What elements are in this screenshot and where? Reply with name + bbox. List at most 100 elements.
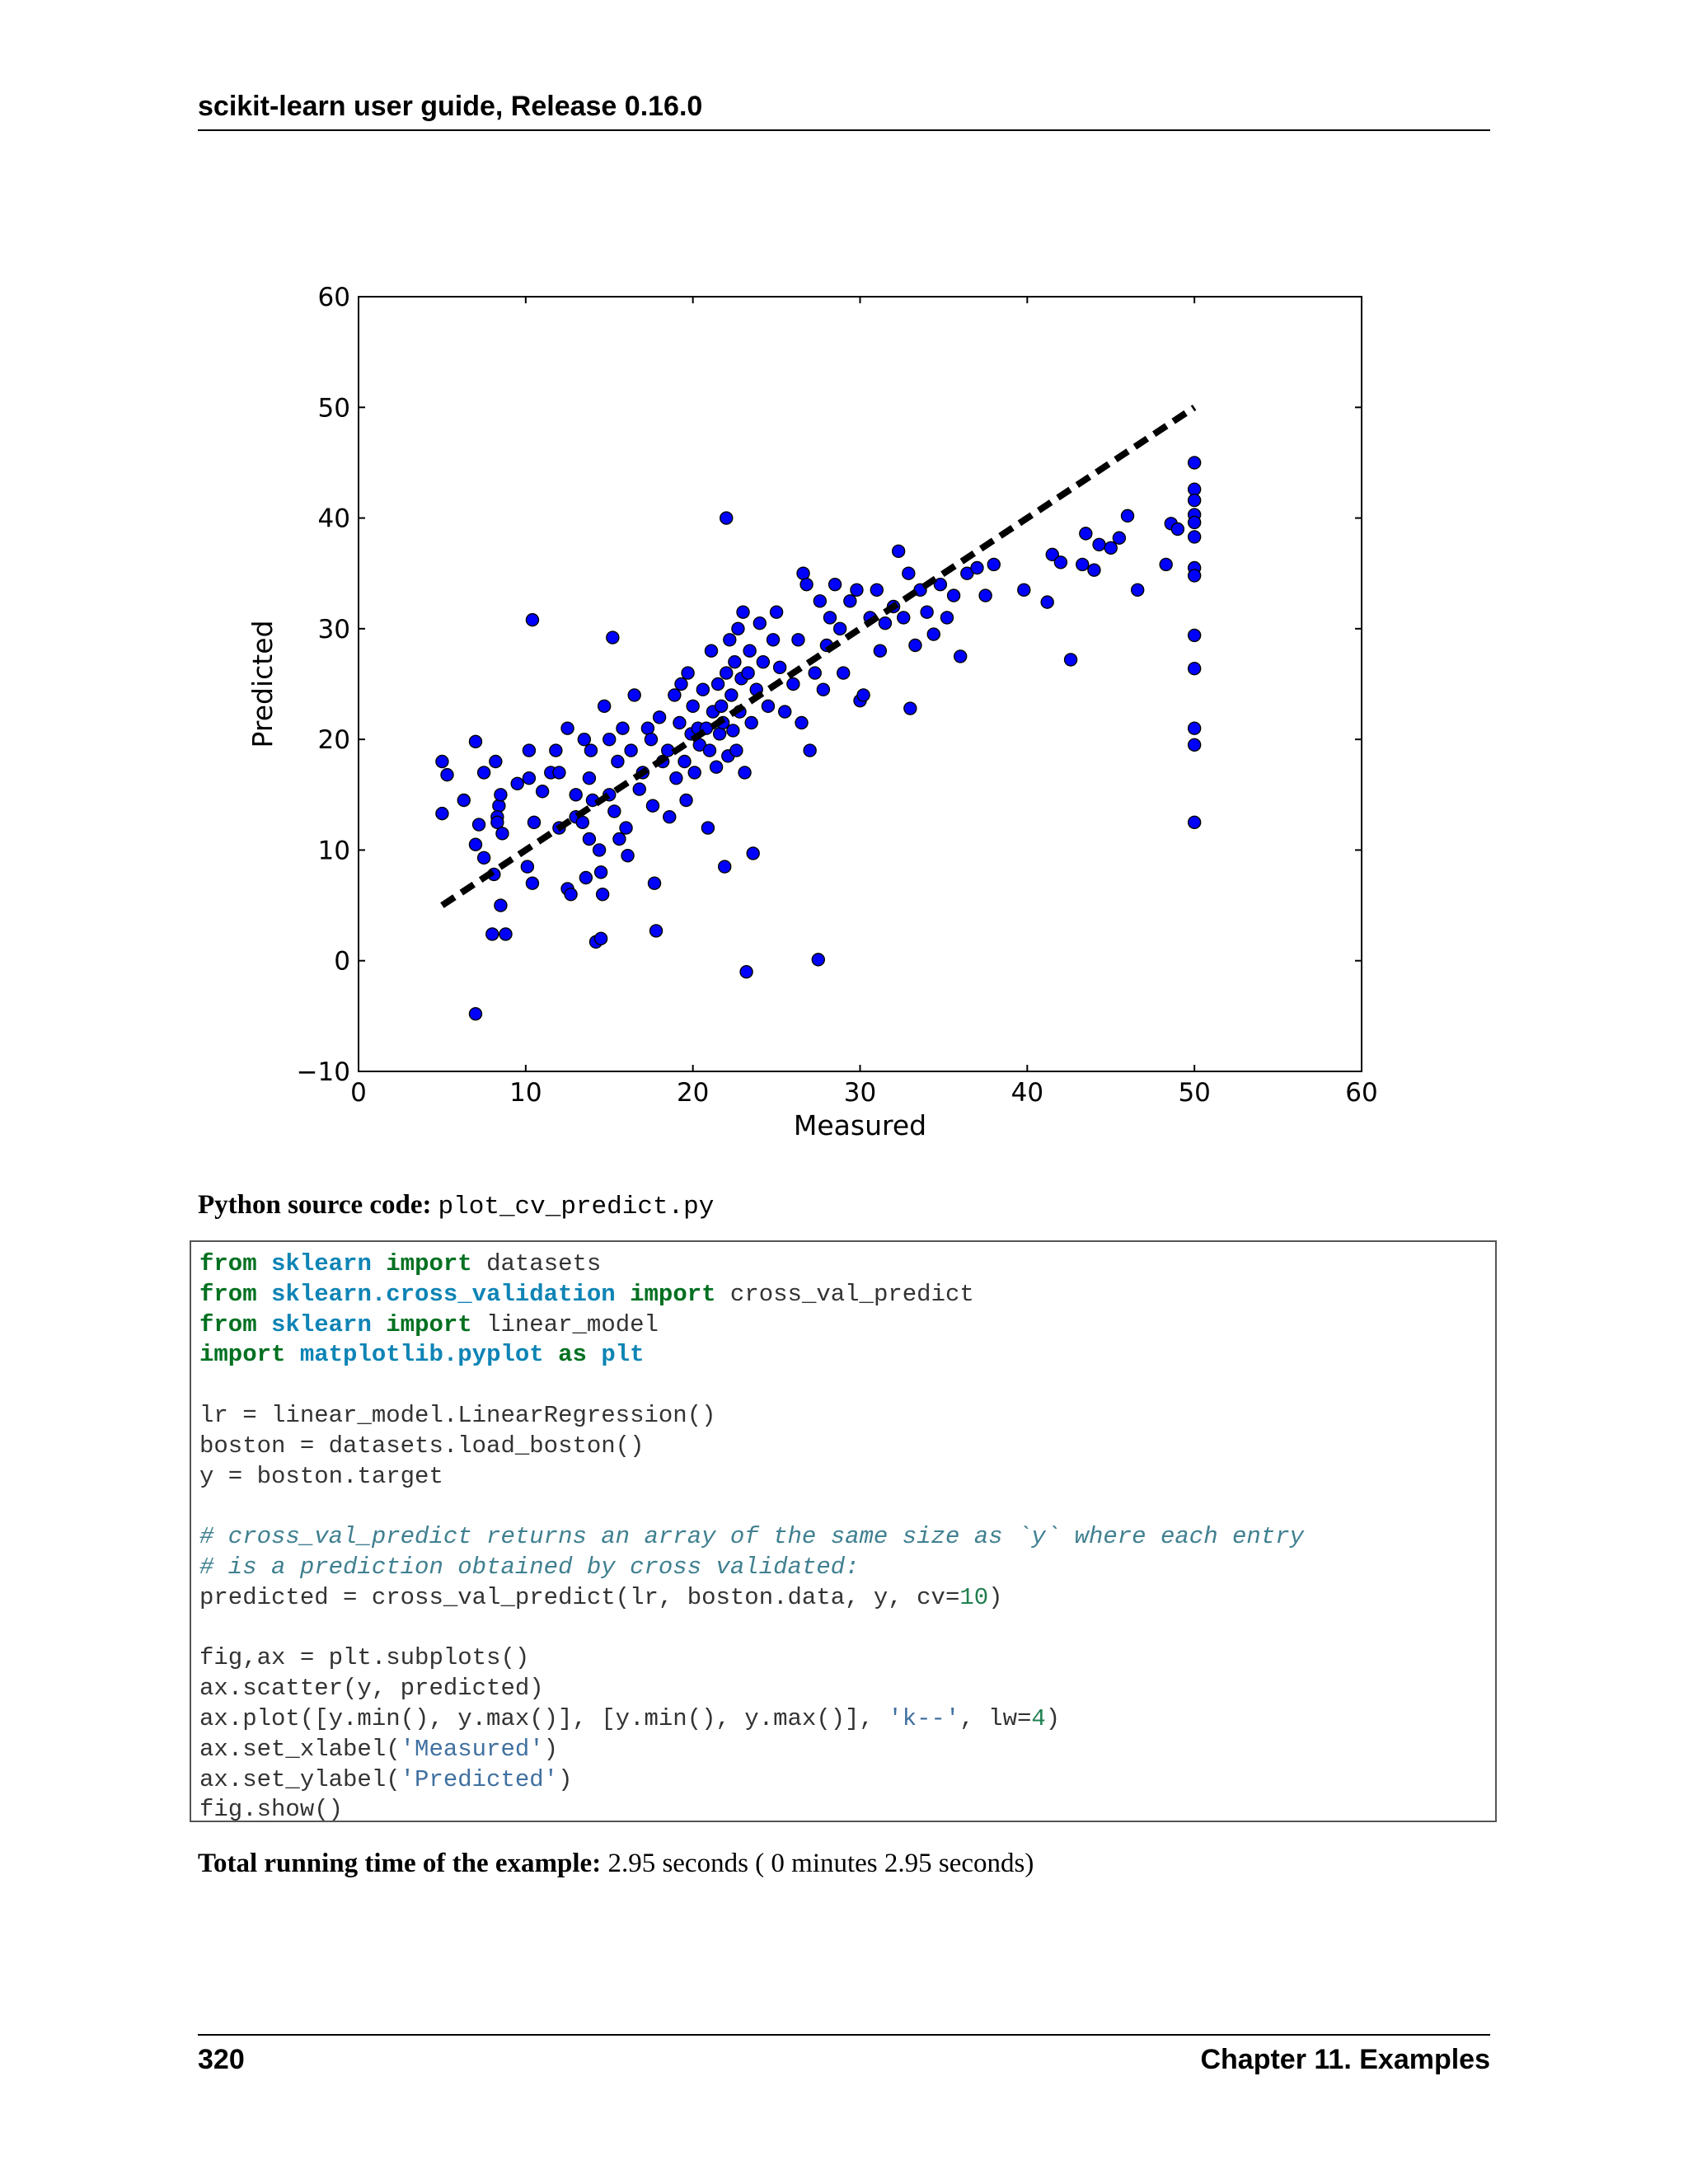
scatter-point xyxy=(940,611,954,625)
scatter-point xyxy=(1076,557,1090,572)
y-tick-label: 30 xyxy=(318,615,350,644)
scatter-point xyxy=(743,644,757,658)
scatter-point xyxy=(843,594,857,608)
scatter-point xyxy=(673,715,687,730)
code-token: fig,ax = plt.subplots() xyxy=(199,1644,530,1672)
chapter-title: Chapter 11. Examples xyxy=(1200,2044,1490,2075)
scatter-point xyxy=(828,577,842,592)
scatter-point xyxy=(738,766,752,780)
scatter-point xyxy=(687,766,701,780)
code-line: boston = datasets.load_boston() xyxy=(199,1432,1495,1462)
scatter-point xyxy=(1187,456,1202,470)
code-token: import xyxy=(199,1341,286,1369)
scatter-point xyxy=(1170,522,1185,537)
scatter-point xyxy=(616,721,630,735)
axes-frame xyxy=(358,296,1362,1072)
scatter-point xyxy=(795,715,809,730)
scatter-point xyxy=(607,804,621,818)
scatter-point xyxy=(796,566,810,580)
x-tick-label: 40 xyxy=(1011,1078,1043,1108)
code-token: lr = linear_model.LinearRegression() xyxy=(199,1401,716,1429)
scatter-point xyxy=(549,743,563,757)
scatter-point xyxy=(741,666,755,680)
code-token: matplotlib.pyplot xyxy=(299,1341,544,1369)
code-token: ax.set_ylabel( xyxy=(199,1765,401,1793)
code-line: from sklearn.cross_validation import cro… xyxy=(199,1280,1495,1310)
code-token: boston = datasets.load_boston() xyxy=(199,1432,645,1460)
scatter-point xyxy=(468,734,483,749)
scatter-point xyxy=(813,594,828,608)
y-tick-label: 20 xyxy=(318,725,350,755)
scatter-point xyxy=(1053,555,1068,569)
scatter-point xyxy=(811,953,825,967)
code-line: # is a prediction obtained by cross vali… xyxy=(199,1553,1495,1583)
scatter-point xyxy=(1131,583,1145,598)
scatter-point xyxy=(753,616,767,630)
scatter-point xyxy=(823,611,837,625)
scatter-point xyxy=(970,560,984,575)
scatter-point xyxy=(908,638,922,653)
scatter-point xyxy=(679,793,693,808)
scatter-point xyxy=(1187,569,1202,583)
code-line xyxy=(199,1492,1495,1522)
scatter-point xyxy=(645,799,660,813)
code-token: 10 xyxy=(959,1583,989,1611)
scatter-point xyxy=(499,927,513,941)
scatter-point xyxy=(1187,815,1202,830)
scatter-point xyxy=(1087,563,1101,577)
scatter-point xyxy=(712,727,727,741)
scatter-point xyxy=(492,799,506,813)
code-token xyxy=(285,1341,299,1368)
code-line xyxy=(199,1371,1495,1401)
code-token xyxy=(257,1250,271,1277)
scatter-point xyxy=(535,785,550,799)
scatter-point xyxy=(1092,537,1106,551)
scatter-point xyxy=(435,806,449,821)
code-token: 4 xyxy=(1031,1704,1046,1732)
running-time-line: Total running time of the example: 2.95 … xyxy=(198,1849,1490,1879)
scatter-point xyxy=(678,754,692,769)
scatter-point xyxy=(476,851,491,865)
x-tick-label: 50 xyxy=(1178,1078,1210,1108)
scatter-point xyxy=(761,699,776,714)
scatter-point xyxy=(772,660,787,675)
scatter-point xyxy=(647,876,662,890)
code-line: # cross_val_predict returns an array of … xyxy=(199,1522,1495,1553)
scatter-point xyxy=(769,605,784,619)
header-rule xyxy=(198,129,1490,131)
scatter-point xyxy=(468,1006,483,1021)
scatter-point xyxy=(728,654,742,669)
code-token xyxy=(372,1311,386,1338)
scatter-point xyxy=(593,865,608,879)
scatter-point xyxy=(584,743,598,757)
scatter-point xyxy=(726,724,740,738)
y-tick-label: 40 xyxy=(318,504,350,534)
scatter-point xyxy=(723,633,737,647)
code-token: import xyxy=(630,1280,716,1308)
scatter-point xyxy=(832,621,847,636)
scatter-point xyxy=(686,699,700,714)
scatter-point xyxy=(510,776,524,791)
scatter-point xyxy=(597,699,612,714)
code-line: ax.set_ylabel('Predicted') xyxy=(199,1765,1495,1796)
scatter-point xyxy=(632,782,646,796)
source-filename-link[interactable]: plot_cv_predict.py xyxy=(438,1193,715,1221)
code-line: ax.plot([y.min(), y.max()], [y.min(), y.… xyxy=(199,1704,1495,1735)
code-token: 'Predicted' xyxy=(400,1765,559,1793)
code-line: import matplotlib.pyplot as plt xyxy=(199,1340,1495,1371)
scatter-point xyxy=(870,583,884,598)
code-line: fig,ax = plt.subplots() xyxy=(199,1643,1495,1674)
scatter-point xyxy=(791,633,805,647)
scatter-point xyxy=(746,846,760,860)
code-token: cross_val_predict xyxy=(715,1280,974,1308)
code-token: ) xyxy=(988,1583,1003,1611)
code-token xyxy=(372,1250,386,1277)
code-token: ) xyxy=(543,1735,559,1763)
scatter-point xyxy=(490,815,504,830)
scatter-point xyxy=(640,721,655,735)
scatter-point xyxy=(720,511,734,525)
scatter-point xyxy=(476,766,491,780)
scatter-point xyxy=(552,766,566,780)
scatter-point xyxy=(592,843,607,857)
scatter-point xyxy=(903,701,917,715)
